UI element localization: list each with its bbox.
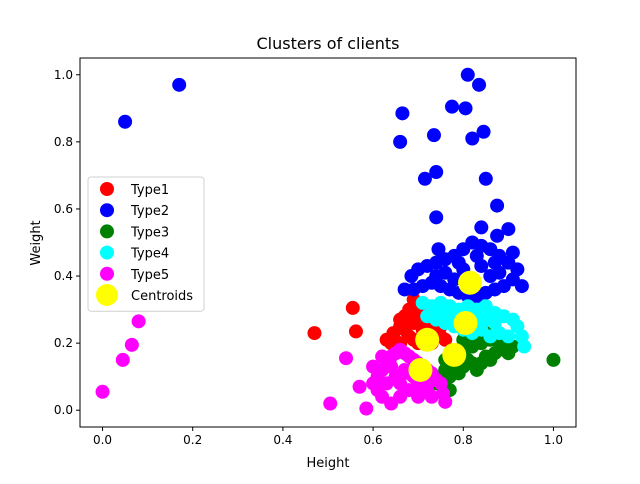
type2-point-5 (445, 99, 459, 114)
type2-point-56 (469, 248, 484, 263)
type5-point-4 (323, 396, 338, 411)
plot-area (95, 67, 561, 416)
type4-point-12 (517, 339, 532, 354)
x-tick-label-4: 0.8 (454, 433, 473, 447)
centroids-point-3 (442, 342, 467, 367)
legend-label-type4: Type4 (130, 247, 169, 262)
type2-point-18 (490, 228, 505, 243)
type5-point-41 (384, 359, 399, 374)
type5-point-38 (393, 376, 408, 391)
type2-point-55 (429, 269, 444, 284)
type4-point-28 (478, 312, 493, 327)
centroids-point-4 (408, 357, 433, 382)
x-tick-label-3: 0.6 (364, 433, 383, 447)
type4-point-29 (510, 319, 525, 334)
x-tick-label-2: 0.4 (273, 433, 292, 447)
type1-point-1 (345, 300, 360, 315)
type5-point-44 (366, 359, 381, 374)
type2-point-9 (472, 77, 487, 92)
legend-label-centroids: Centroids (131, 289, 193, 304)
type3-point-0 (546, 352, 561, 367)
type4-point-30 (442, 309, 457, 324)
type2-point-14 (490, 198, 505, 213)
type2-point-3 (395, 106, 410, 121)
type2-point-47 (397, 282, 412, 297)
type2-point-13 (429, 165, 444, 180)
legend-marker-centroids (96, 284, 118, 306)
legend-label-type2: Type2 (130, 204, 169, 219)
type5-point-37 (370, 383, 385, 398)
centroids-point-2 (415, 327, 440, 352)
x-tick-label-5: 1.0 (544, 433, 563, 447)
centroids-point-0 (458, 270, 483, 295)
type5-point-39 (411, 389, 426, 404)
type2-point-12 (417, 171, 432, 186)
type2-point-6 (458, 101, 473, 116)
type5-point-40 (424, 389, 439, 404)
legend-label-type1: Type1 (130, 183, 169, 198)
x-axis-label: Height (307, 456, 350, 471)
legend-label-type5: Type5 (130, 268, 169, 283)
type1-point-15 (438, 332, 453, 347)
type5-point-2 (124, 337, 139, 352)
y-tick-label-2: 0.4 (54, 269, 73, 283)
legend-box (87, 176, 205, 312)
type2-point-17 (501, 222, 516, 237)
type2-point-0 (118, 114, 133, 129)
legend-marker-type3 (100, 224, 114, 239)
y-axis: 0.0 0.2 0.4 0.6 0.8 1.0 (54, 68, 80, 417)
y-tick-label-5: 1.0 (54, 68, 73, 82)
centroids-point-1 (453, 311, 478, 336)
type5-point-7 (359, 401, 374, 416)
legend-label-type3: Type3 (130, 225, 169, 240)
type1-point-28 (393, 312, 408, 327)
y-tick-label-3: 0.6 (54, 202, 73, 216)
type5-point-1 (115, 352, 130, 367)
type5-point-25 (438, 394, 453, 409)
type2-point-11 (478, 171, 493, 186)
type4-point-22 (501, 329, 516, 344)
type2-point-1 (172, 77, 187, 92)
legend-marker-type2 (100, 203, 114, 218)
type1-point-0 (307, 326, 322, 341)
type2-point-19 (431, 242, 446, 257)
legend-marker-type4 (100, 245, 114, 260)
x-tick-label-0: 0.0 (93, 433, 112, 447)
type2-point-8 (465, 131, 480, 146)
type2-point-2 (393, 134, 408, 149)
type2-point-4 (426, 128, 441, 143)
y-axis-label: Weight (29, 220, 44, 265)
y-tick-label-0: 0.0 (54, 403, 73, 417)
y-tick-label-1: 0.2 (54, 336, 73, 350)
type2-point-16 (474, 220, 489, 235)
legend: Type1 Type2 Type3 Type4 Type5 Centroids (87, 176, 205, 312)
type1-point-2 (348, 324, 363, 339)
x-tick-label-1: 0.2 (183, 433, 202, 447)
type2-point-10 (476, 124, 491, 139)
x-axis: 0.0 0.2 0.4 0.6 0.8 1.0 (93, 427, 563, 447)
type5-point-0 (95, 384, 110, 399)
type2-point-57 (451, 255, 466, 270)
type2-point-15 (429, 210, 444, 225)
type2-point-52 (447, 272, 462, 287)
type5-point-3 (131, 314, 146, 329)
type2-point-7 (460, 67, 475, 82)
chart-title: Clusters of clients (257, 34, 400, 53)
type2-point-54 (483, 269, 498, 284)
legend-marker-type1 (100, 182, 114, 196)
type4-point-31 (424, 305, 439, 320)
type5-point-43 (375, 349, 390, 364)
y-tick-label-4: 0.8 (54, 135, 73, 149)
type5-point-6 (352, 379, 367, 394)
type5-point-5 (339, 351, 354, 366)
legend-marker-type5 (100, 266, 114, 281)
type2-point-58 (487, 255, 502, 270)
axes-frame (79, 57, 577, 428)
